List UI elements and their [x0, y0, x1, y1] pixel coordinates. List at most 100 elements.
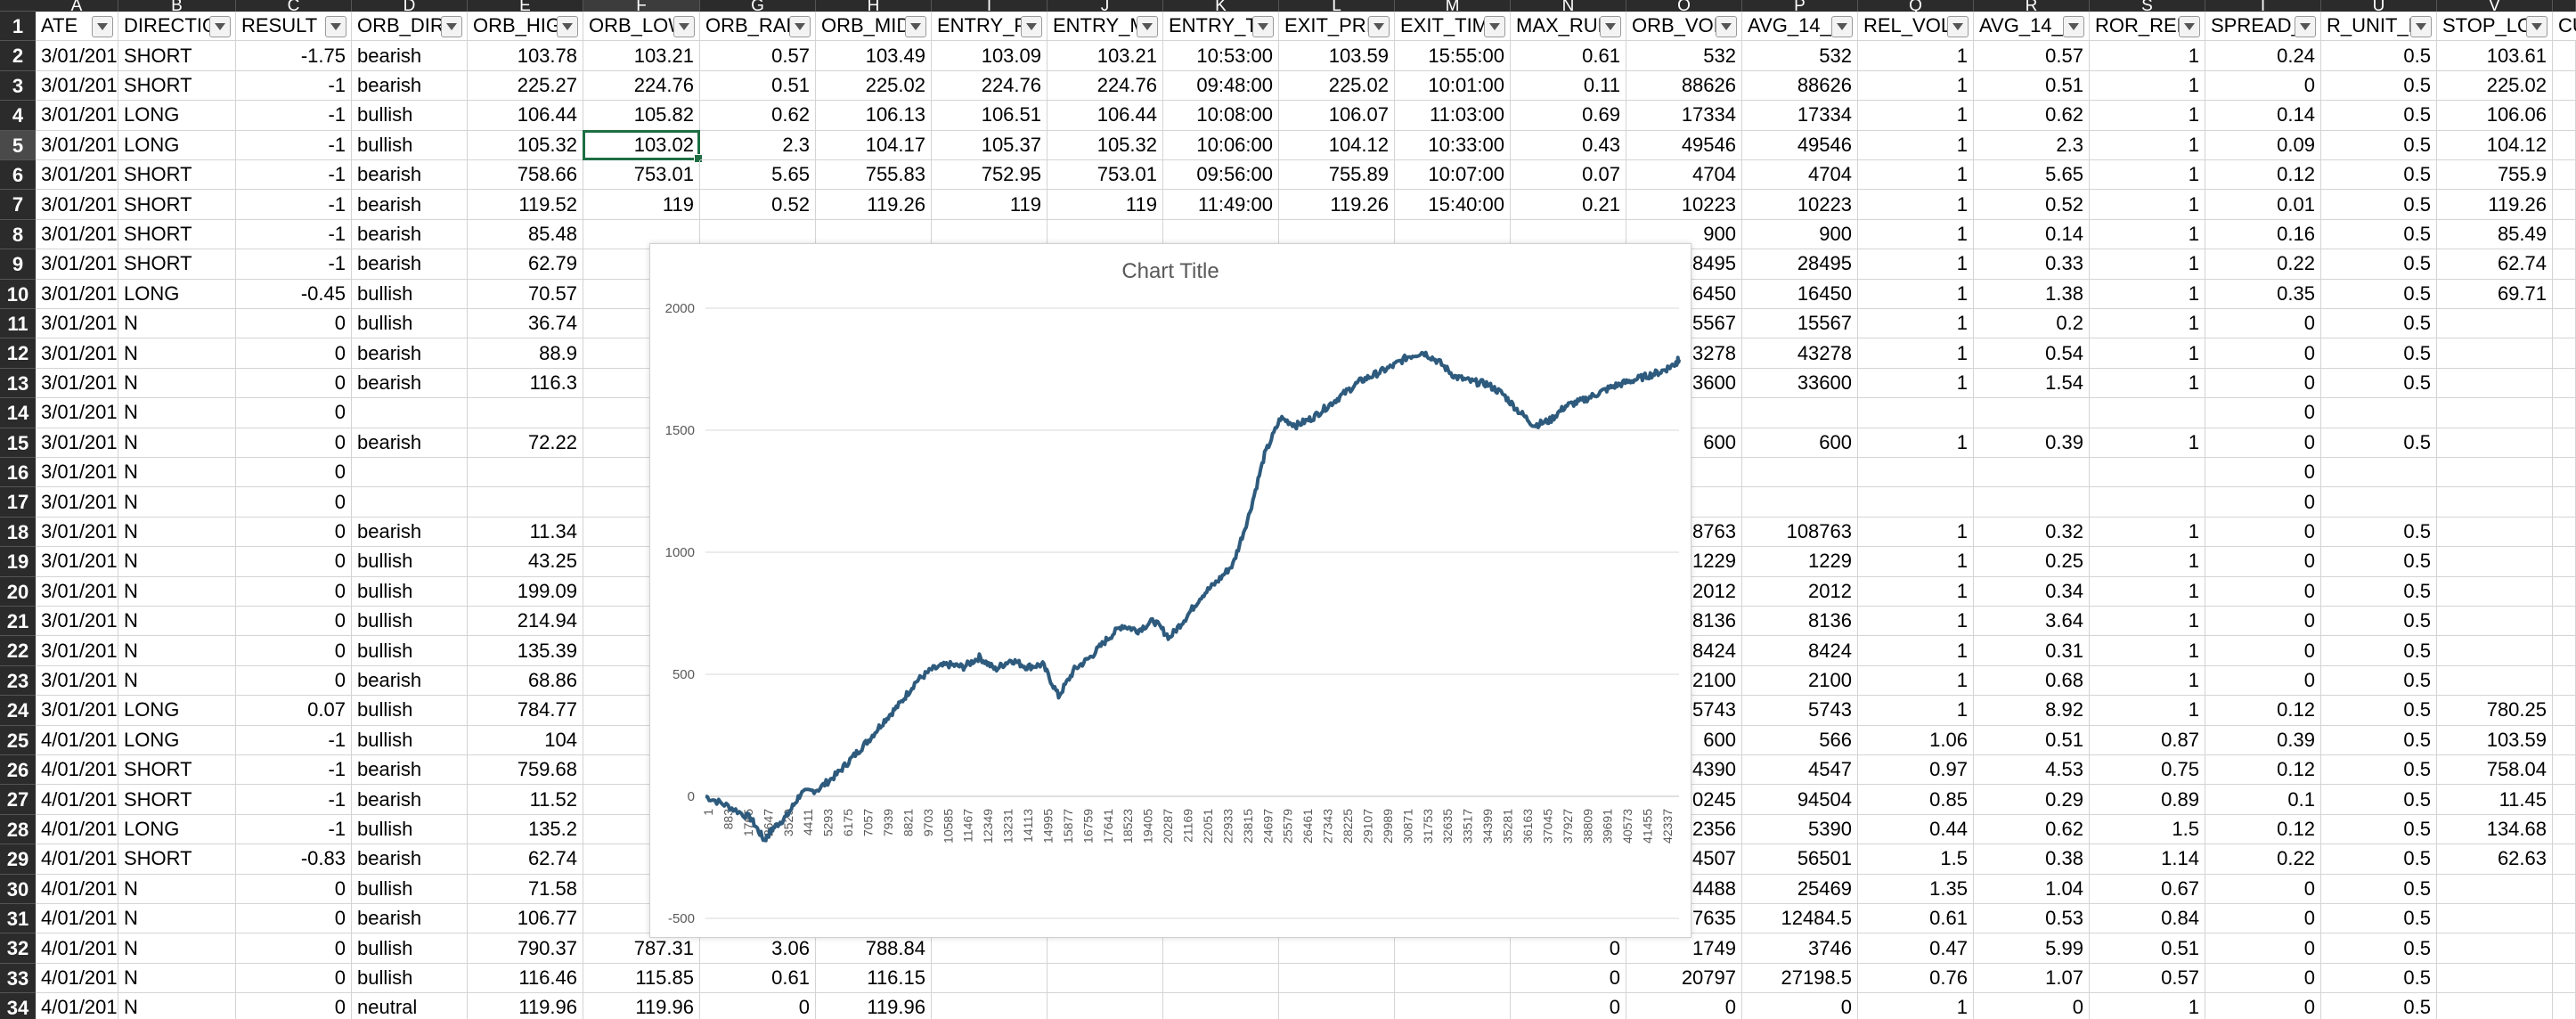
- table-cell[interactable]: 4/01/2017: [36, 874, 118, 904]
- table-cell[interactable]: SHORT: [118, 190, 236, 220]
- table-cell[interactable]: 88626: [1742, 70, 1858, 102]
- table-cell[interactable]: 69.71: [2437, 279, 2553, 309]
- table-cell[interactable]: [2437, 338, 2553, 369]
- table-cell[interactable]: [2437, 487, 2553, 518]
- table-cell[interactable]: 0: [1626, 993, 1742, 1019]
- table-cell[interactable]: 0: [2205, 665, 2321, 697]
- table-cell[interactable]: 1.07: [1974, 963, 2090, 994]
- table-cell[interactable]: 5743: [1742, 696, 1858, 726]
- table-cell[interactable]: [2553, 398, 2576, 428]
- table-cell[interactable]: -1: [236, 249, 352, 280]
- table-cell[interactable]: 3/01/2017: [36, 279, 118, 309]
- table-cell[interactable]: 3/01/2017: [36, 665, 118, 697]
- table-cell[interactable]: 1: [2090, 368, 2205, 399]
- table-cell[interactable]: 0: [1511, 933, 1626, 964]
- table-cell[interactable]: 15:40:00: [1395, 190, 1511, 220]
- table-cell[interactable]: -0.83: [236, 844, 352, 875]
- table-cell[interactable]: 3/01/2017: [36, 130, 118, 160]
- table-cell[interactable]: 0.5: [2321, 576, 2437, 607]
- table-cell[interactable]: [352, 398, 468, 428]
- table-cell[interactable]: N: [118, 309, 236, 339]
- table-cell[interactable]: 0.12: [2205, 814, 2321, 845]
- table-cell[interactable]: 0.16: [2205, 219, 2321, 250]
- table-cell[interactable]: 4.53: [1974, 755, 2090, 786]
- table-cell[interactable]: 12484.5: [1742, 904, 1858, 934]
- table-cell[interactable]: 27198.5: [1742, 963, 1858, 994]
- table-cell[interactable]: 0: [236, 665, 352, 697]
- filter-dropdown-button[interactable]: [2063, 16, 2084, 37]
- table-cell[interactable]: 0.5: [2321, 130, 2437, 160]
- table-cell[interactable]: [2553, 338, 2576, 369]
- table-cell[interactable]: 119.96: [583, 993, 700, 1019]
- table-cell[interactable]: 3/01/2017: [36, 696, 118, 726]
- table-cell[interactable]: 0: [2205, 368, 2321, 399]
- table-cell[interactable]: 8.92: [1974, 696, 2090, 726]
- table-cell[interactable]: 1: [2090, 309, 2205, 339]
- table-cell[interactable]: [2553, 607, 2576, 637]
- table-cell[interactable]: 0: [236, 458, 352, 488]
- table-cell[interactable]: bearish: [352, 904, 468, 934]
- table-cell[interactable]: 755.89: [1279, 160, 1395, 191]
- table-cell[interactable]: 0.39: [2205, 725, 2321, 755]
- table-cell[interactable]: 0.5: [2321, 963, 2437, 994]
- table-cell[interactable]: 0.5: [2321, 844, 2437, 875]
- table-cell[interactable]: 56501: [1742, 844, 1858, 875]
- table-cell[interactable]: [2553, 219, 2576, 250]
- table-cell[interactable]: [2437, 904, 2553, 934]
- table-cell[interactable]: 09:56:00: [1163, 160, 1279, 191]
- table-cell[interactable]: 0: [236, 963, 352, 994]
- table-cell[interactable]: LONG: [118, 279, 236, 309]
- table-cell[interactable]: 0.5: [2321, 41, 2437, 71]
- table-cell[interactable]: 3/01/2017: [36, 458, 118, 488]
- table-cell[interactable]: [2553, 101, 2576, 131]
- table-cell[interactable]: 5743: [1626, 696, 1742, 726]
- table-cell[interactable]: 0.5: [2321, 547, 2437, 577]
- table-cell[interactable]: 119.26: [1279, 190, 1395, 220]
- table-cell[interactable]: 780.25: [2437, 696, 2553, 726]
- table-cell[interactable]: 0: [236, 874, 352, 904]
- table-cell[interactable]: 1.35: [1858, 874, 1974, 904]
- header-cell-entry-m[interactable]: ENTRY_M: [1048, 12, 1163, 42]
- table-cell[interactable]: bullish: [352, 309, 468, 339]
- table-cell[interactable]: 0.75: [2090, 755, 2205, 786]
- filter-dropdown-button[interactable]: [209, 16, 231, 37]
- table-cell[interactable]: N: [118, 963, 236, 994]
- table-cell[interactable]: 4/01/2017: [36, 814, 118, 845]
- table-cell[interactable]: 0: [236, 993, 352, 1019]
- table-cell[interactable]: N: [118, 904, 236, 934]
- filter-dropdown-button[interactable]: [1252, 16, 1274, 37]
- table-cell[interactable]: 2012: [1742, 576, 1858, 607]
- table-cell[interactable]: 0.35: [2205, 279, 2321, 309]
- table-cell[interactable]: [2437, 309, 2553, 339]
- table-cell[interactable]: LONG: [118, 130, 236, 160]
- table-cell[interactable]: 0: [2205, 309, 2321, 339]
- table-cell[interactable]: 2.3: [1974, 130, 2090, 160]
- table-cell[interactable]: 0.22: [2205, 844, 2321, 875]
- table-cell[interactable]: 1: [1858, 576, 1974, 607]
- table-cell[interactable]: 787.31: [583, 933, 700, 964]
- table-cell[interactable]: 106.77: [468, 904, 583, 934]
- filter-dropdown-button[interactable]: [1831, 16, 1853, 37]
- table-cell[interactable]: 1: [1858, 547, 1974, 577]
- table-cell[interactable]: 0: [2205, 487, 2321, 518]
- table-cell[interactable]: [1163, 963, 1279, 994]
- table-cell[interactable]: 900: [1742, 219, 1858, 250]
- table-cell[interactable]: LONG: [118, 101, 236, 131]
- column-header-o[interactable]: O: [1626, 0, 1742, 12]
- filter-dropdown-button[interactable]: [1137, 16, 1158, 37]
- table-cell[interactable]: [468, 487, 583, 518]
- table-cell[interactable]: 4/01/2017: [36, 904, 118, 934]
- table-cell[interactable]: 104.12: [1279, 130, 1395, 160]
- table-cell[interactable]: 0: [236, 607, 352, 637]
- table-cell[interactable]: 3/01/2017: [36, 190, 118, 220]
- table-cell[interactable]: 0.01: [2205, 190, 2321, 220]
- table-cell[interactable]: N: [118, 576, 236, 607]
- table-cell[interactable]: 788.84: [816, 933, 932, 964]
- table-cell[interactable]: -1: [236, 160, 352, 191]
- table-cell[interactable]: [932, 993, 1048, 1019]
- table-cell[interactable]: 0: [2205, 398, 2321, 428]
- table-cell[interactable]: 33600: [1742, 368, 1858, 399]
- table-cell[interactable]: 09:48:00: [1163, 70, 1279, 102]
- table-cell[interactable]: 0.54: [1974, 338, 2090, 369]
- table-cell[interactable]: [2553, 368, 2576, 399]
